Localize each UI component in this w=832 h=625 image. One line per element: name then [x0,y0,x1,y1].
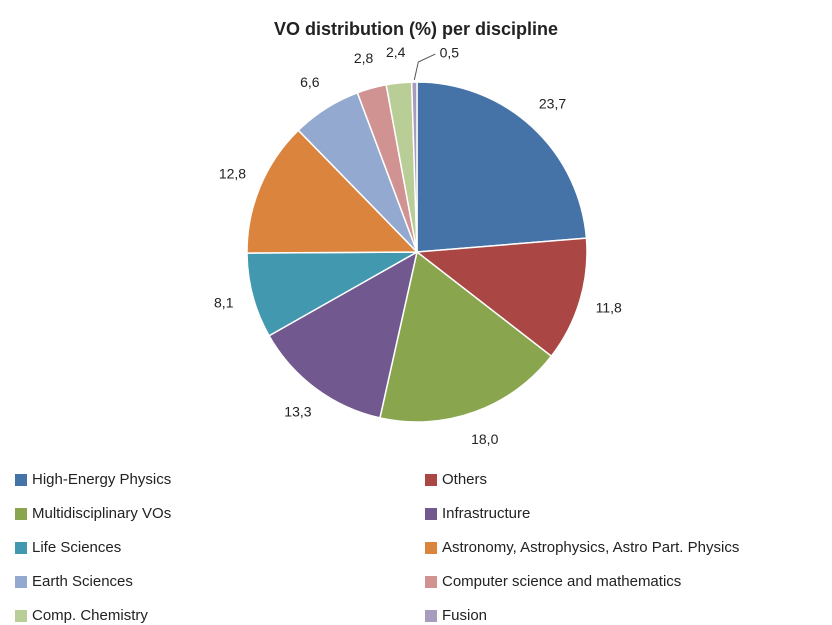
legend-label: Fusion [442,607,487,624]
legend-label: Multidisciplinary VOs [32,505,171,522]
data-label: 2,8 [354,50,374,66]
legend-swatch [15,474,27,486]
legend-label: Earth Sciences [32,573,133,590]
data-label: 18,0 [471,431,498,447]
pie-slice [415,237,588,358]
legend-swatch [15,508,27,520]
legend-swatch [425,576,437,588]
legend-label: Astronomy, Astrophysics, Astro Part. Phy… [442,539,739,556]
legend-swatch [15,610,27,622]
legend-swatch [425,474,437,486]
legend-swatch [15,542,27,554]
legend-swatch [425,508,437,520]
legend-label: Computer science and mathematics [442,573,681,590]
data-label: 6,6 [300,74,320,90]
legend-label: Life Sciences [32,539,121,556]
pie-slice [379,250,553,423]
data-label: 0,5 [440,45,460,61]
legend-swatch [15,576,27,588]
legend-label: Infrastructure [442,505,530,522]
data-label: 13,3 [284,403,311,419]
legend-swatch [425,542,437,554]
pie-slice [246,129,419,254]
pie-slice [410,81,418,253]
legend-label: High-Energy Physics [32,471,171,488]
pie-slice [268,250,419,419]
pie-slice [416,81,588,253]
legend-label: Others [442,471,487,488]
legend-label: Comp. Chemistry [32,607,148,624]
chart-title: VO distribution (%) per discipline [274,19,558,39]
data-label: 8,1 [214,294,234,310]
leader-line [413,53,436,81]
data-label: 11,8 [596,300,622,316]
data-label: 2,4 [386,44,406,60]
data-label: 12,8 [219,166,246,182]
legend-swatch [425,610,437,622]
data-label: 23,7 [539,96,566,112]
